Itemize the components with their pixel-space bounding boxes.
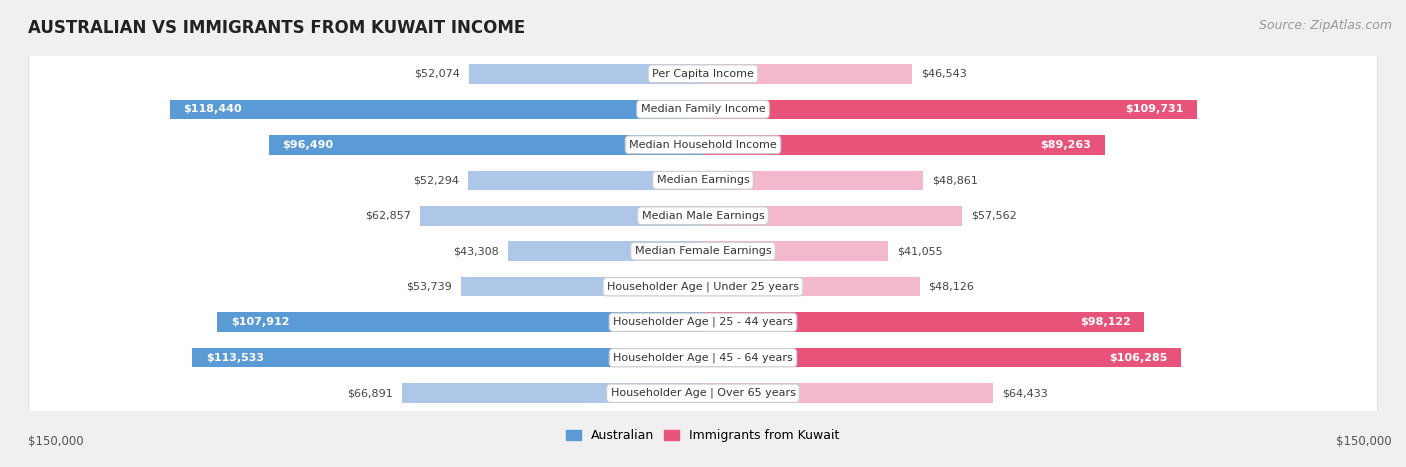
FancyBboxPatch shape (28, 0, 1378, 467)
Text: Per Capita Income: Per Capita Income (652, 69, 754, 79)
Text: Median Female Earnings: Median Female Earnings (634, 246, 772, 256)
Bar (703, 241, 887, 261)
FancyBboxPatch shape (28, 0, 1378, 467)
Bar (461, 277, 703, 297)
Bar (468, 64, 703, 84)
Bar (402, 383, 703, 403)
Bar (218, 312, 703, 332)
Text: Median Household Income: Median Household Income (628, 140, 778, 150)
FancyBboxPatch shape (28, 0, 1378, 467)
Text: Source: ZipAtlas.com: Source: ZipAtlas.com (1258, 19, 1392, 32)
Bar (703, 170, 922, 190)
Text: $98,122: $98,122 (1080, 317, 1130, 327)
Bar (269, 135, 703, 155)
Bar (468, 170, 703, 190)
Text: $89,263: $89,263 (1040, 140, 1091, 150)
Text: $52,074: $52,074 (413, 69, 460, 79)
Text: $53,739: $53,739 (406, 282, 453, 292)
Bar (508, 241, 703, 261)
Text: $43,308: $43,308 (453, 246, 499, 256)
FancyBboxPatch shape (28, 0, 1378, 467)
Bar (170, 99, 703, 119)
Text: $118,440: $118,440 (184, 104, 242, 114)
Text: $52,294: $52,294 (413, 175, 458, 185)
Text: $113,533: $113,533 (205, 353, 264, 363)
Text: $46,543: $46,543 (921, 69, 967, 79)
Bar (703, 348, 1181, 368)
Bar (193, 348, 703, 368)
FancyBboxPatch shape (28, 0, 1378, 467)
Bar (703, 277, 920, 297)
FancyBboxPatch shape (28, 0, 1378, 467)
FancyBboxPatch shape (28, 0, 1378, 467)
Bar (703, 99, 1197, 119)
Text: $66,891: $66,891 (347, 388, 394, 398)
Text: $64,433: $64,433 (1002, 388, 1047, 398)
Text: Median Earnings: Median Earnings (657, 175, 749, 185)
Text: $107,912: $107,912 (231, 317, 290, 327)
Text: Householder Age | 45 - 64 years: Householder Age | 45 - 64 years (613, 353, 793, 363)
Text: Median Family Income: Median Family Income (641, 104, 765, 114)
Text: AUSTRALIAN VS IMMIGRANTS FROM KUWAIT INCOME: AUSTRALIAN VS IMMIGRANTS FROM KUWAIT INC… (28, 19, 526, 37)
Text: Median Male Earnings: Median Male Earnings (641, 211, 765, 221)
Text: Householder Age | Under 25 years: Householder Age | Under 25 years (607, 282, 799, 292)
Text: $106,285: $106,285 (1109, 353, 1168, 363)
Bar (420, 206, 703, 226)
Text: $150,000: $150,000 (1336, 435, 1392, 448)
FancyBboxPatch shape (28, 0, 1378, 467)
FancyBboxPatch shape (28, 0, 1378, 467)
Text: $96,490: $96,490 (283, 140, 333, 150)
Text: $109,731: $109,731 (1125, 104, 1184, 114)
FancyBboxPatch shape (28, 0, 1378, 467)
Bar (703, 383, 993, 403)
Text: $48,861: $48,861 (932, 175, 977, 185)
Text: Householder Age | 25 - 44 years: Householder Age | 25 - 44 years (613, 317, 793, 327)
Text: $62,857: $62,857 (366, 211, 411, 221)
Bar (703, 312, 1144, 332)
Text: Householder Age | Over 65 years: Householder Age | Over 65 years (610, 388, 796, 398)
Text: $150,000: $150,000 (28, 435, 84, 448)
Bar (703, 135, 1105, 155)
Legend: Australian, Immigrants from Kuwait: Australian, Immigrants from Kuwait (561, 425, 845, 447)
Text: $57,562: $57,562 (972, 211, 1017, 221)
Bar (703, 206, 962, 226)
Text: $48,126: $48,126 (928, 282, 974, 292)
Text: $41,055: $41,055 (897, 246, 942, 256)
Bar (703, 64, 912, 84)
